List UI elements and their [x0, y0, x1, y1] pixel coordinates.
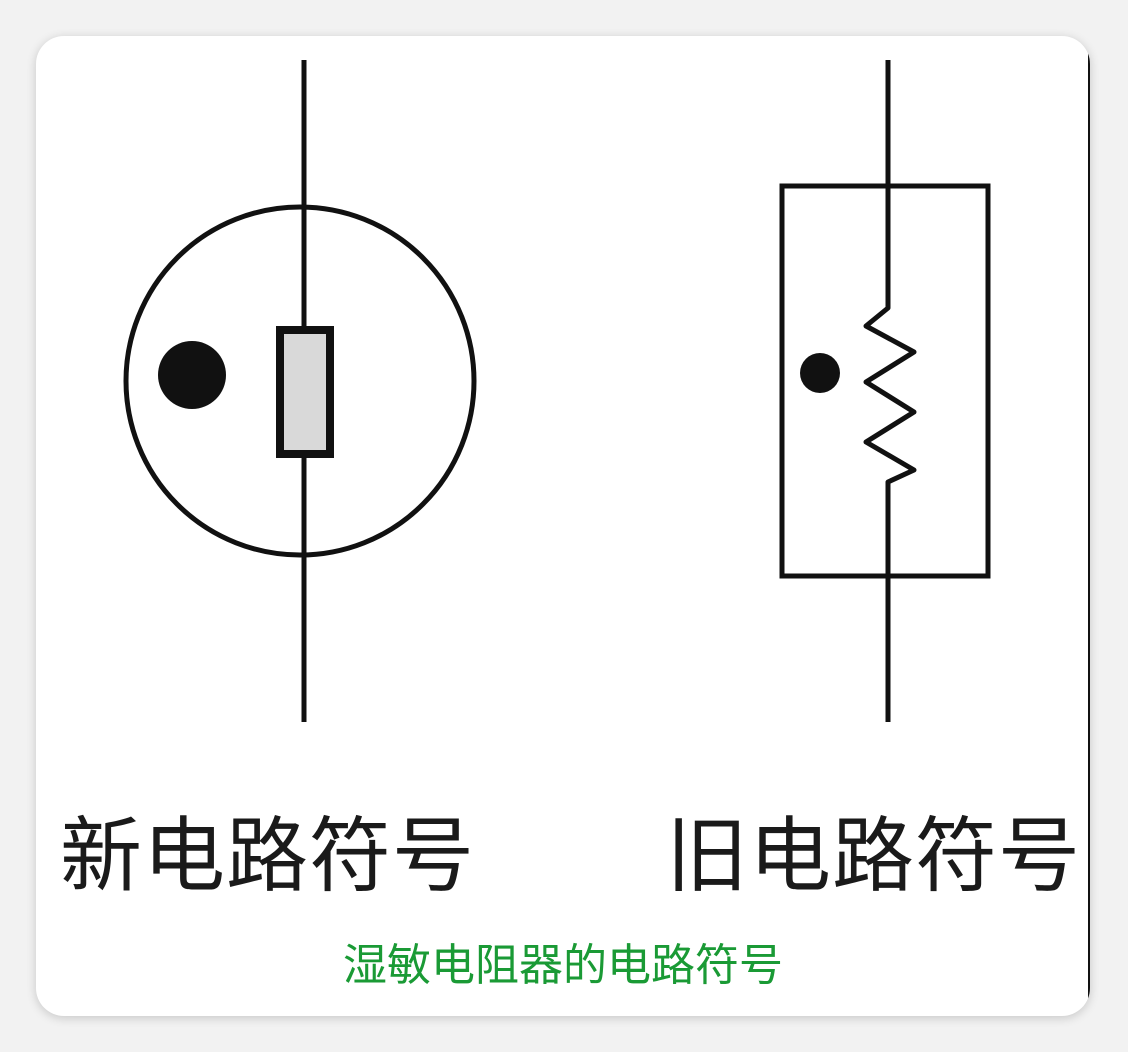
figure-caption: 湿敏电阻器的电路符号 — [343, 940, 783, 991]
old-symbol-label: 旧电路符号 — [666, 809, 1082, 904]
image-card: 新电路符号 旧电路符号 湿敏电阻器的电路符号 — [36, 36, 1090, 1016]
old-circuit-symbol — [779, 60, 991, 722]
old-symbol-zigzag-resistor — [863, 305, 917, 485]
old-symbol-humidity-dot — [800, 353, 840, 393]
new-symbol-humidity-dot — [158, 341, 226, 409]
new-symbol-label: 新电路符号 — [60, 809, 476, 904]
new-symbol-enclosure-circle — [123, 204, 477, 558]
new-symbol-resistor-body — [276, 326, 334, 458]
new-circuit-symbol — [123, 60, 477, 722]
card-right-edge — [1088, 36, 1090, 1016]
old-symbol-enclosure-rect — [779, 183, 991, 579]
humidity-resistor-symbols — [123, 60, 991, 722]
